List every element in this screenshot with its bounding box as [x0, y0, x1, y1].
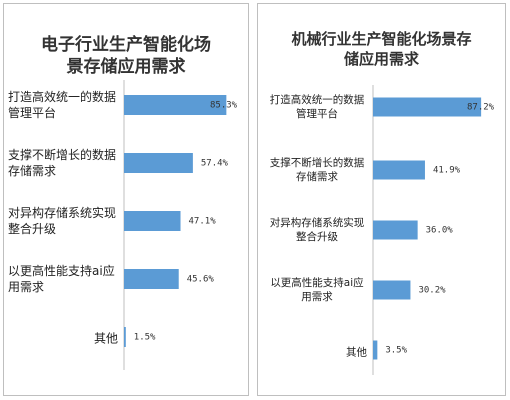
- value-label: 3.5%: [385, 346, 407, 356]
- value-label: 30.2%: [418, 286, 446, 296]
- category-label-wrap: 以更高性能支持ai应用需求: [257, 276, 367, 304]
- chart-title: 电子行业生产智能化场景存储应用需求: [41, 35, 211, 78]
- bar: [373, 220, 418, 240]
- category-label-wrap: 其他: [0, 327, 118, 346]
- bar: [373, 160, 425, 180]
- category-label: 打造高效统一的数据管理平台: [8, 89, 117, 120]
- bar: [124, 269, 179, 289]
- category-label: 支撑不断增长的数据存储需求: [8, 147, 117, 178]
- value-label: 85.3%: [210, 101, 238, 111]
- category-label-wrap: 对异构存储系统实现整合升级: [0, 205, 118, 237]
- value-label: 47.1%: [189, 217, 217, 227]
- category-label-wrap: 其他: [257, 340, 367, 359]
- bar: [124, 211, 181, 231]
- category-label: 支撑不断增长的数据存储需求: [269, 156, 365, 183]
- bar: [373, 280, 411, 300]
- category-label: 对异构存储系统实现整合升级: [8, 205, 117, 236]
- category-label: 以更高性能支持ai应用需求: [8, 263, 115, 294]
- bar: [124, 153, 193, 173]
- bar: [124, 95, 227, 115]
- bar: [373, 97, 482, 117]
- value-label: 45.6%: [187, 275, 215, 285]
- category-label-wrap: 支撑不断增长的数据存储需求: [257, 156, 367, 184]
- category-label-wrap: 以更高性能支持ai应用需求: [0, 263, 118, 295]
- category-label: 打造高效统一的数据管理平台: [269, 93, 365, 120]
- category-label-wrap: 支撑不断增长的数据存储需求: [0, 147, 118, 179]
- value-label: 36.0%: [426, 226, 454, 236]
- value-label: 87.2%: [467, 103, 495, 113]
- value-label: 1.5%: [134, 333, 156, 343]
- category-label-wrap: 对异构存储系统实现整合升级: [257, 216, 367, 244]
- category-label: 对异构存储系统实现整合升级: [269, 216, 365, 243]
- right-panel: [257, 3, 506, 396]
- category-label-wrap: 打造高效统一的数据管理平台: [0, 89, 118, 121]
- value-label: 41.9%: [433, 166, 461, 176]
- left-panel: [3, 3, 249, 396]
- value-label: 57.4%: [201, 159, 229, 169]
- category-label-wrap: 打造高效统一的数据管理平台: [257, 93, 367, 121]
- category-label: 其他: [93, 331, 118, 346]
- bar: [373, 340, 378, 360]
- category-label: 其他: [346, 346, 367, 359]
- category-label: 以更高性能支持ai应用需求: [270, 276, 364, 303]
- chart-title: 机械行业生产智能化场景存储应用需求: [291, 30, 472, 68]
- bar: [124, 327, 126, 347]
